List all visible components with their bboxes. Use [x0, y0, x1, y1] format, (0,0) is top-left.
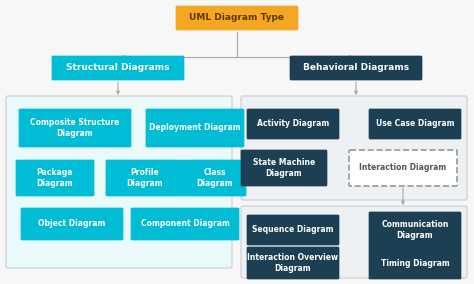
- FancyBboxPatch shape: [19, 109, 131, 147]
- Text: Profile
Diagram: Profile Diagram: [127, 168, 164, 188]
- FancyBboxPatch shape: [369, 109, 461, 139]
- Text: Communication
Diagram: Communication Diagram: [381, 220, 449, 240]
- FancyBboxPatch shape: [241, 96, 467, 200]
- Text: Component Diagram: Component Diagram: [141, 220, 229, 229]
- Text: Class
Diagram: Class Diagram: [197, 168, 233, 188]
- FancyBboxPatch shape: [131, 208, 239, 240]
- FancyBboxPatch shape: [146, 109, 244, 147]
- Text: Interaction Overview
Diagram: Interaction Overview Diagram: [247, 253, 338, 273]
- Text: UML Diagram Type: UML Diagram Type: [190, 14, 284, 22]
- Text: Structural Diagrams: Structural Diagrams: [66, 64, 170, 72]
- Text: Use Case Diagram: Use Case Diagram: [376, 120, 454, 128]
- Text: State Machine
Diagram: State Machine Diagram: [253, 158, 315, 178]
- Text: Activity Diagram: Activity Diagram: [257, 120, 329, 128]
- FancyBboxPatch shape: [290, 56, 422, 80]
- FancyBboxPatch shape: [184, 160, 246, 196]
- FancyBboxPatch shape: [6, 96, 232, 268]
- Text: Object Diagram: Object Diagram: [38, 220, 106, 229]
- Text: Timing Diagram: Timing Diagram: [381, 258, 449, 268]
- Text: Sequence Diagram: Sequence Diagram: [252, 225, 334, 235]
- FancyBboxPatch shape: [369, 212, 461, 248]
- Text: Composite Structure
Diagram: Composite Structure Diagram: [30, 118, 120, 138]
- FancyBboxPatch shape: [241, 150, 327, 186]
- FancyBboxPatch shape: [247, 247, 339, 279]
- Text: Deployment Diagram: Deployment Diagram: [149, 124, 241, 133]
- FancyBboxPatch shape: [247, 109, 339, 139]
- FancyBboxPatch shape: [349, 150, 457, 186]
- FancyBboxPatch shape: [16, 160, 94, 196]
- Text: Behavioral Diagrams: Behavioral Diagrams: [303, 64, 409, 72]
- FancyBboxPatch shape: [241, 206, 467, 278]
- Text: Interaction Diagram: Interaction Diagram: [359, 164, 447, 172]
- FancyBboxPatch shape: [247, 215, 339, 245]
- FancyBboxPatch shape: [52, 56, 184, 80]
- FancyBboxPatch shape: [21, 208, 123, 240]
- FancyBboxPatch shape: [176, 6, 298, 30]
- FancyBboxPatch shape: [369, 247, 461, 279]
- FancyBboxPatch shape: [106, 160, 184, 196]
- Text: Package
Diagram: Package Diagram: [36, 168, 73, 188]
